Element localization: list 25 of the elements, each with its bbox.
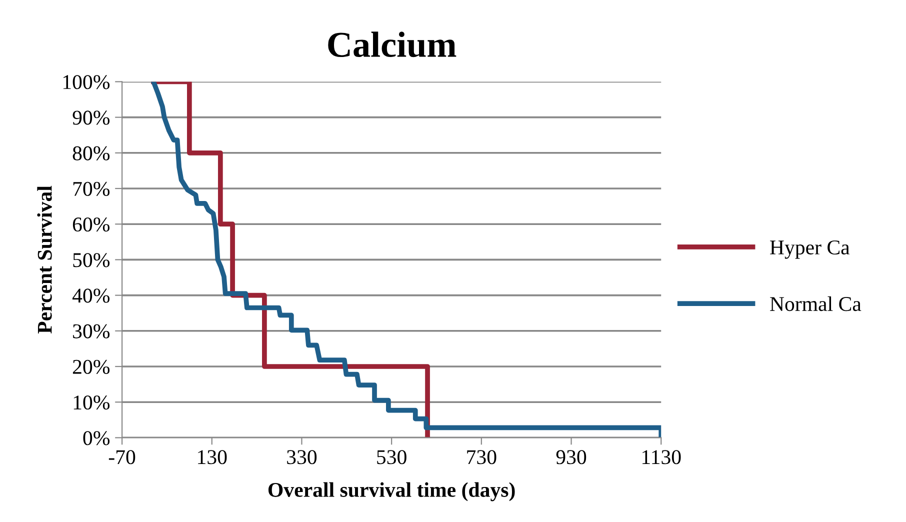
y-tick-label: 40% [72, 288, 110, 303]
y-tick-label: 90% [72, 110, 110, 125]
y-tick-label: 60% [72, 217, 110, 232]
x-tick-label: 530 [377, 450, 406, 464]
x-tick-label: -70 [108, 450, 136, 464]
line-series [151, 82, 662, 438]
y-axis-title: Percent Survival [37, 186, 52, 334]
y-tick-label: 50% [73, 253, 110, 268]
y-tick-label: 70% [73, 182, 110, 196]
x-tick-label: 1130 [642, 450, 681, 464]
y-tick-label: 100% [63, 75, 110, 90]
chart-title: Calcium [328, 32, 456, 58]
x-tick-label: 930 [556, 450, 586, 464]
legend-label: Hyper Ca [770, 240, 850, 259]
x-tick-label: 730 [467, 450, 496, 464]
legend-label: Normal Ca [770, 296, 862, 312]
x-tick-label: 330 [287, 450, 317, 464]
line-series [151, 82, 430, 438]
x-tick-label: 130 [198, 450, 227, 464]
y-tick-label: 80% [72, 146, 110, 160]
y-tick-label: 0% [83, 431, 110, 446]
y-tick-label: 20% [72, 360, 110, 374]
y-tick-label: 10% [74, 395, 110, 410]
y-tick-label: 30% [73, 324, 110, 338]
x-axis-title: Overall survival time (days) [268, 482, 515, 502]
